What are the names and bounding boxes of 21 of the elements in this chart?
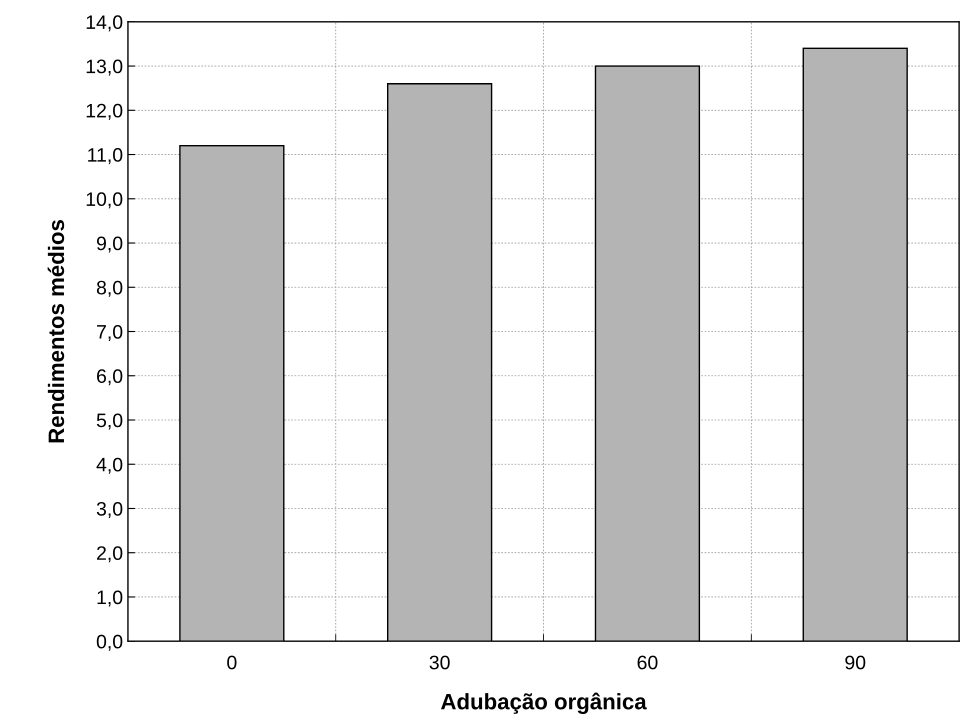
y-tick-label: 14,0 — [86, 15, 122, 32]
y-tick-label: 7,0 — [97, 324, 122, 342]
y-tick-label: 2,0 — [97, 546, 122, 562]
x-axis-title: Adubação orgânica — [440, 692, 647, 714]
y-tick-label: 5,0 — [96, 413, 122, 430]
y-tick-label: 3,0 — [96, 502, 122, 518]
x-tick-label: 0 — [227, 656, 236, 670]
x-tick-label: 90 — [845, 656, 866, 670]
y-tick-label: 10,0 — [86, 192, 122, 208]
y-tick-label: 6,0 — [97, 369, 122, 386]
y-tick-label: 9,0 — [96, 236, 122, 253]
x-tick-label: 60 — [638, 656, 658, 670]
y-tick-label: 12,0 — [86, 104, 122, 120]
y-axis-title: Rendimentos médios — [48, 220, 64, 442]
y-tick-label: 8,0 — [96, 280, 122, 297]
y-tick-label: 11,0 — [88, 148, 122, 164]
y-tick-label: 13,0 — [86, 60, 122, 76]
y-tick-label: 0,0 — [96, 634, 122, 651]
y-tick-label: 1,0 — [98, 590, 122, 607]
x-tick-label: 30 — [430, 656, 450, 670]
y-tick-label: 4,0 — [96, 458, 122, 474]
